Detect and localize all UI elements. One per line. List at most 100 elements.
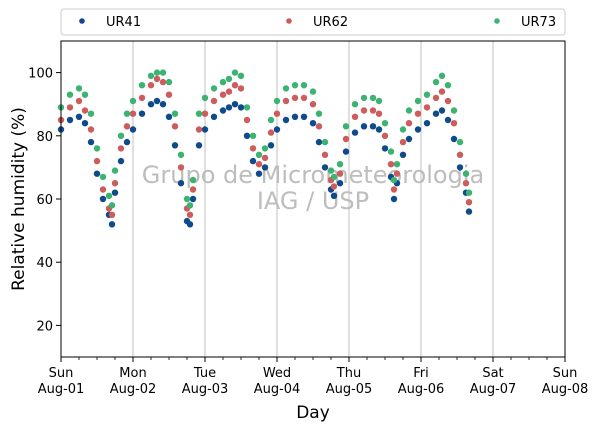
data-point bbox=[327, 167, 335, 174]
data-point bbox=[237, 85, 245, 92]
data-point bbox=[405, 120, 413, 127]
data-point bbox=[432, 78, 440, 86]
x-tick-label-date: Aug-03 bbox=[182, 382, 229, 397]
x-tick-label-date: Aug-06 bbox=[398, 382, 445, 397]
data-point bbox=[315, 123, 323, 130]
data-point bbox=[315, 110, 323, 117]
data-point bbox=[123, 138, 131, 146]
x-tick-label-date: Aug-01 bbox=[38, 382, 85, 397]
data-point bbox=[450, 120, 458, 127]
x-tick-label-day: Thu bbox=[336, 366, 361, 381]
data-point bbox=[237, 104, 245, 111]
legend-marker-ur41 bbox=[79, 18, 85, 24]
data-point bbox=[465, 208, 473, 215]
data-point bbox=[99, 173, 107, 181]
data-point bbox=[171, 142, 179, 149]
data-point bbox=[369, 123, 377, 130]
data-point bbox=[225, 104, 233, 111]
data-point bbox=[108, 221, 116, 228]
data-point bbox=[117, 157, 125, 165]
data-point bbox=[153, 97, 161, 105]
gridlines bbox=[132, 41, 494, 357]
x-tick-label-day: Tue bbox=[193, 366, 216, 381]
data-point bbox=[129, 126, 137, 133]
data-point bbox=[414, 110, 422, 117]
data-point bbox=[195, 126, 203, 133]
data-point bbox=[444, 82, 452, 89]
data-point bbox=[123, 123, 131, 130]
data-point bbox=[423, 120, 431, 127]
data-point bbox=[189, 195, 197, 203]
data-point bbox=[75, 113, 83, 121]
y-tick-label: 40 bbox=[36, 256, 53, 271]
data-point bbox=[243, 132, 251, 139]
data-point bbox=[399, 126, 407, 133]
series-ur73 bbox=[57, 69, 473, 209]
data-point bbox=[309, 101, 317, 108]
data-point bbox=[138, 110, 146, 117]
data-point bbox=[159, 78, 167, 86]
data-point bbox=[423, 91, 431, 98]
data-point bbox=[93, 145, 101, 152]
data-point bbox=[243, 104, 251, 111]
data-point bbox=[81, 107, 89, 114]
data-point bbox=[465, 199, 473, 206]
data-point bbox=[249, 145, 257, 152]
legend-label-ur62: UR62 bbox=[313, 15, 348, 30]
data-point bbox=[438, 88, 446, 95]
data-point bbox=[330, 192, 338, 199]
data-point bbox=[189, 186, 197, 193]
data-point bbox=[432, 110, 440, 117]
data-point bbox=[165, 91, 173, 98]
data-point bbox=[330, 173, 338, 181]
data-point bbox=[75, 97, 83, 105]
data-point bbox=[159, 69, 167, 76]
data-points bbox=[57, 69, 473, 228]
legend: UR41 UR62 UR73 bbox=[60, 8, 566, 36]
data-point bbox=[231, 82, 239, 89]
data-point bbox=[237, 72, 245, 80]
data-point bbox=[219, 78, 227, 86]
data-point bbox=[138, 82, 146, 89]
series-ur41 bbox=[57, 97, 473, 228]
data-point bbox=[444, 97, 452, 105]
data-point bbox=[66, 104, 74, 111]
data-point bbox=[309, 120, 317, 127]
data-point bbox=[381, 132, 389, 139]
data-point bbox=[99, 186, 107, 193]
series-ur62 bbox=[57, 75, 473, 218]
data-point bbox=[342, 148, 350, 155]
x-tick-label-day: Fri bbox=[413, 366, 429, 381]
legend-label-ur41: UR41 bbox=[106, 15, 141, 30]
data-point bbox=[456, 151, 464, 158]
data-point bbox=[195, 142, 203, 149]
data-point bbox=[405, 135, 413, 143]
data-point bbox=[201, 94, 209, 102]
data-point bbox=[399, 138, 407, 146]
data-point bbox=[405, 107, 413, 114]
data-point bbox=[147, 101, 155, 108]
y-tick-label: 100 bbox=[28, 67, 53, 82]
data-point bbox=[93, 157, 101, 165]
x-tick-label-date: Aug-08 bbox=[542, 382, 589, 397]
data-point bbox=[219, 107, 227, 114]
data-point bbox=[330, 183, 338, 190]
data-point bbox=[159, 101, 167, 108]
data-point bbox=[375, 97, 383, 105]
data-point bbox=[243, 116, 251, 124]
y-tick-label: 20 bbox=[36, 319, 53, 334]
data-point bbox=[342, 135, 350, 143]
data-point bbox=[456, 164, 464, 171]
data-point bbox=[342, 123, 350, 130]
data-point bbox=[147, 82, 155, 89]
data-point bbox=[291, 113, 299, 121]
data-point bbox=[249, 157, 257, 165]
axes: SunAug-01MonAug-02TueAug-03WedAug-04ThuA… bbox=[28, 67, 588, 397]
data-point bbox=[225, 75, 233, 83]
data-point bbox=[336, 180, 344, 187]
data-point bbox=[300, 82, 308, 89]
data-point bbox=[336, 161, 344, 168]
data-point bbox=[273, 97, 281, 105]
data-point bbox=[393, 170, 401, 177]
data-point bbox=[390, 195, 398, 203]
